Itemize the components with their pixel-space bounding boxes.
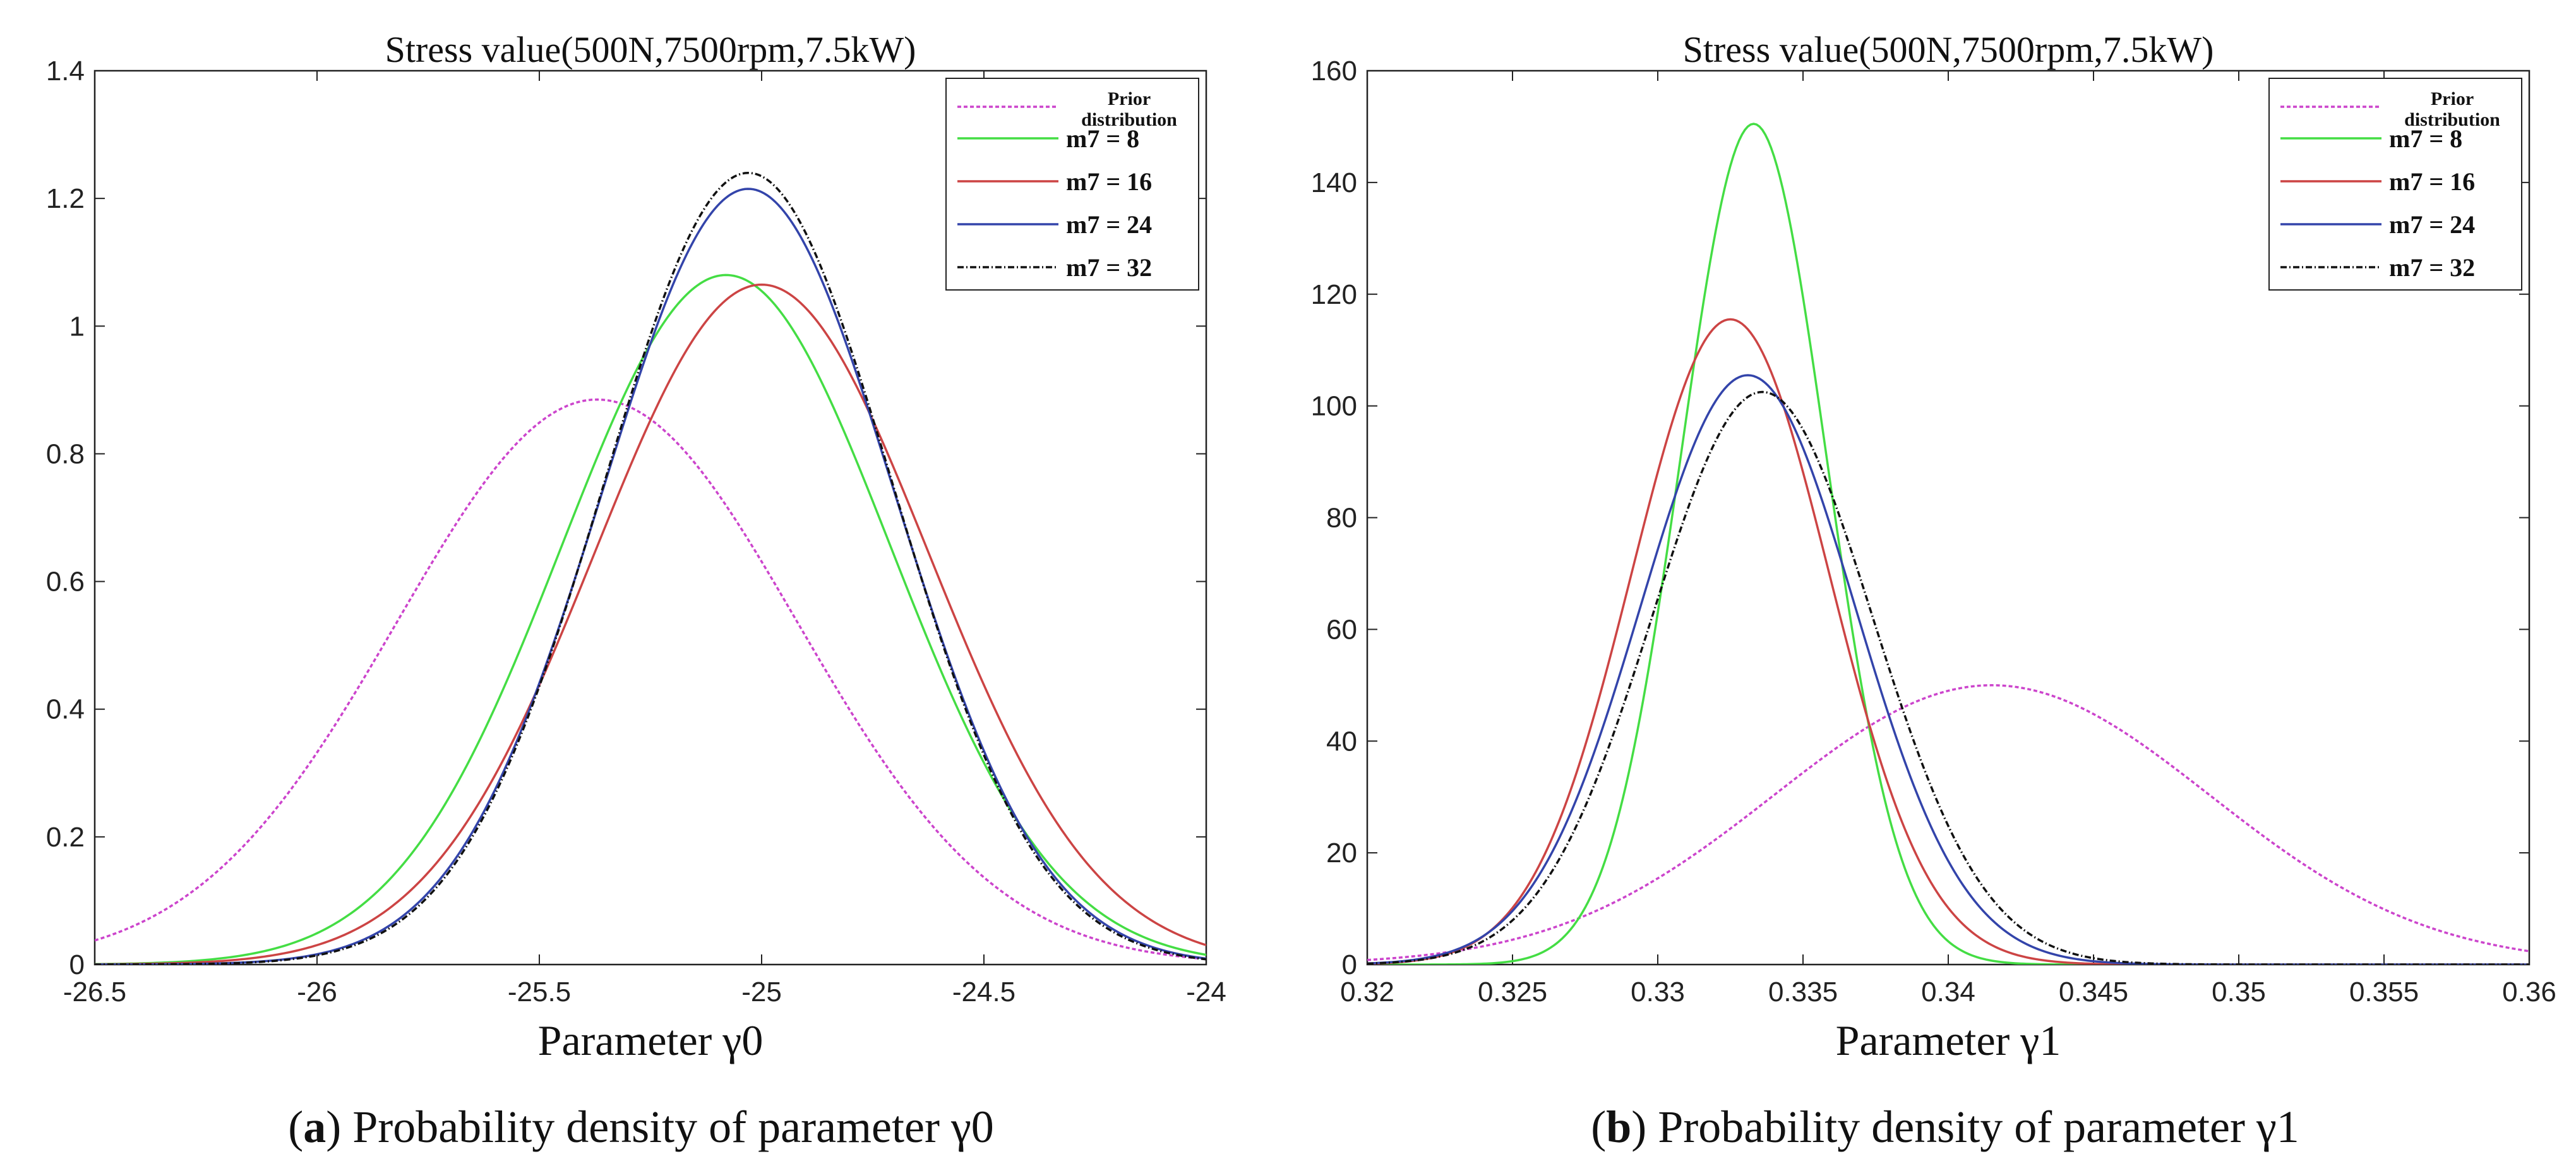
x-tick-label: 0.35 [2212,977,2266,1008]
caption-paren-close: ) [1631,1102,1658,1152]
legend-label-1: m7 = 8 [1066,124,1139,153]
y-tick-label: 140 [1311,167,1357,198]
x-tick-label: 0.36 [2502,977,2556,1008]
x-tick-label: -25 [741,977,782,1008]
legend-box [945,78,1199,291]
figure-caption: (b) Probability density of parameter γ1 [1591,1102,2299,1152]
legend-label-3: m7 = 24 [1066,210,1152,239]
legend-box [2268,78,2522,291]
figure-caption: (a) Probability density of parameter γ0 [288,1102,994,1152]
caption-letter: a [303,1102,326,1152]
x-tick-label: 0.34 [1921,977,1975,1008]
x-tick-label: 0.325 [1478,977,1547,1008]
chart-title: Stress value(500N,7500rpm,7.5kW) [1683,29,2214,70]
legend-label-4: m7 = 32 [2389,253,2475,282]
series-line-3 [95,188,1206,965]
legend-label-1: m7 = 8 [2389,124,2462,153]
y-tick-label: 0 [1342,949,1357,980]
y-tick-label: 120 [1311,279,1357,310]
x-tick-label: -24 [1186,977,1226,1008]
caption-paren-open: ( [1591,1102,1606,1152]
legend-label-prior-line2: distribution [2404,109,2500,130]
y-tick-label: 0.8 [46,438,85,469]
y-tick-label: 1 [69,311,85,342]
chart-panel-a: Stress value(500N,7500rpm,7.5kW) -26.5 -26… [46,29,1226,1152]
x-tick-label: -24.5 [952,977,1015,1008]
series-line-3 [1367,374,2529,965]
legend-label-prior-line2: distribution [1081,109,1177,130]
x-tick-label: -26.5 [63,977,126,1008]
y-tick-label: 160 [1311,56,1357,87]
y-tick-label: 0.4 [46,694,85,725]
series-line-1 [1367,123,2529,965]
caption-text: Probability density of parameter γ1 [1658,1102,2299,1152]
y-tick-label: 1.4 [46,56,85,87]
caption-paren-close: ) [326,1102,352,1152]
chart-title: Stress value(500N,7500rpm,7.5kW) [385,29,916,70]
x-tick-label: 0.335 [1768,977,1838,1008]
x-tick-label: 0.355 [2349,977,2419,1008]
y-tick-label: 60 [1326,614,1357,645]
y-tick-label: 20 [1326,838,1357,869]
legend-label-3: m7 = 24 [2389,210,2475,239]
y-tick-label: 0 [69,949,85,980]
caption-paren-open: ( [288,1102,303,1152]
caption-letter: b [1606,1102,1631,1152]
x-tick-label: 0.33 [1631,977,1685,1008]
y-tick-label: 0.2 [46,822,85,853]
y-tick-label: 40 [1326,726,1357,757]
series-line-0 [1367,684,2529,961]
x-axis-label: Parameter γ0 [538,1016,764,1064]
x-tick-label: 0.32 [1340,977,1394,1008]
series-line-4 [1367,390,2529,965]
caption-text: Probability density of parameter γ0 [352,1102,994,1152]
legend-label-prior-line1: Prior [1108,88,1151,109]
x-axis-label: Parameter γ1 [1836,1016,2061,1064]
x-tick-label: -25.5 [508,977,571,1008]
y-tick-label: 100 [1311,391,1357,422]
y-tick-label: 1.2 [46,183,85,214]
legend-label-2: m7 = 16 [1066,167,1152,196]
legend-label-2: m7 = 16 [2389,167,2475,196]
legend-label-prior-line1: Prior [2431,88,2474,109]
x-tick-label: 0.345 [2059,977,2128,1008]
series-line-4 [95,171,1206,965]
y-tick-label: 0.6 [46,567,85,598]
y-tick-label: 80 [1326,503,1357,534]
series-line-2 [1367,318,2529,965]
x-tick-label: -26 [297,977,337,1008]
chart-panel-b: Stress value(500N,7500rpm,7.5kW) 0.32 0.32… [1311,29,2556,1152]
legend-label-4: m7 = 32 [1066,253,1152,282]
series-line-2 [95,283,1206,965]
